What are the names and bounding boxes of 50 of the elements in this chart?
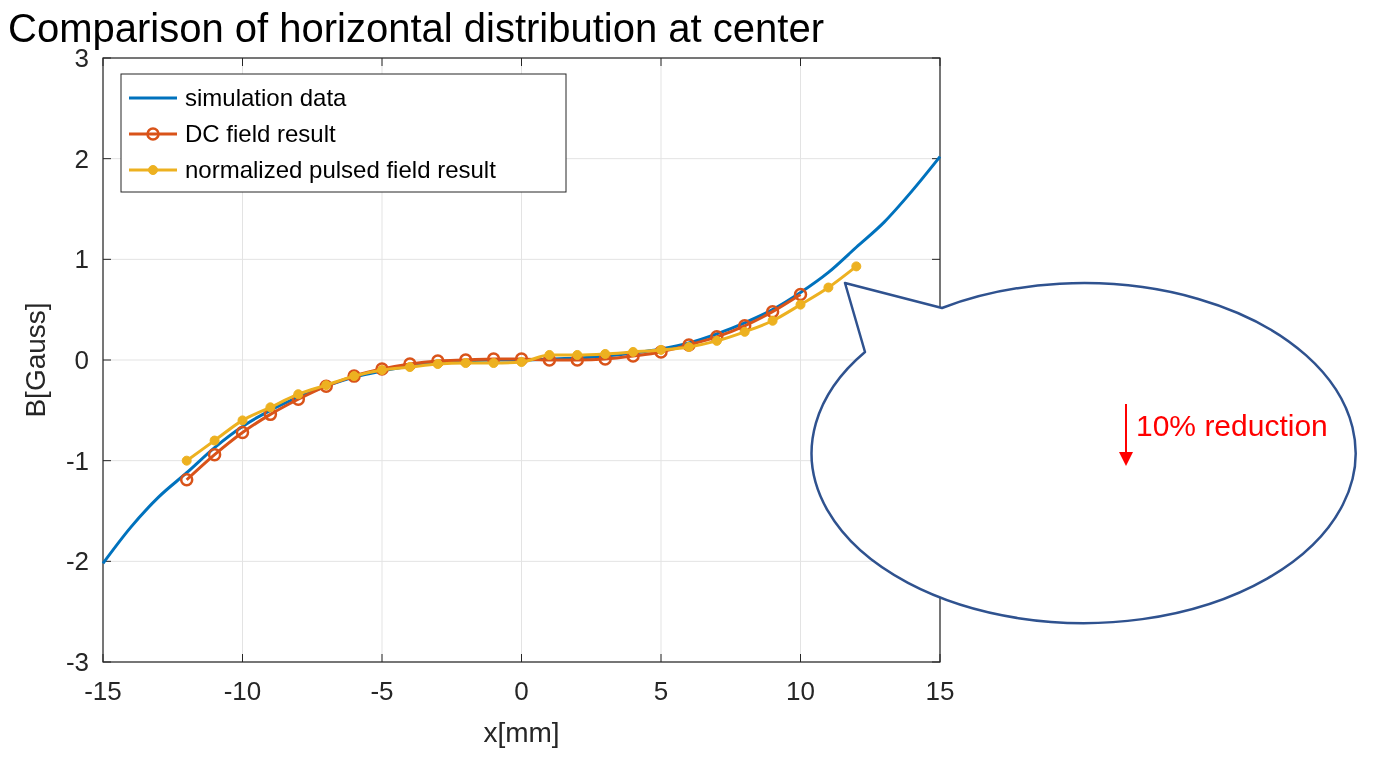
x-tick-label: 10 bbox=[786, 676, 815, 706]
point bbox=[516, 357, 527, 368]
point bbox=[291, 392, 306, 407]
point bbox=[432, 359, 443, 370]
point bbox=[293, 389, 304, 400]
point bbox=[656, 344, 666, 355]
y-tick-label: -2 bbox=[65, 546, 89, 577]
point bbox=[793, 287, 808, 302]
point bbox=[572, 349, 583, 360]
y-axis-title: B[Gauss] bbox=[20, 302, 51, 418]
point bbox=[263, 407, 278, 422]
point bbox=[600, 348, 611, 359]
x-tick-label: -10 bbox=[223, 676, 262, 706]
point bbox=[767, 315, 778, 326]
y-tick-label: 2 bbox=[74, 143, 89, 174]
point bbox=[404, 362, 415, 373]
x-axis-title: x[mm] bbox=[483, 717, 560, 748]
text: 10% reduction bbox=[1136, 409, 1328, 442]
point bbox=[207, 447, 222, 462]
point bbox=[710, 330, 724, 344]
x-tick-label: 5 bbox=[653, 676, 669, 706]
legend-label: normalized pulsed field result bbox=[185, 156, 497, 183]
point bbox=[739, 326, 750, 337]
point bbox=[179, 473, 194, 487]
y-tick-label: -3 bbox=[65, 647, 89, 677]
x-tick-label: -15 bbox=[84, 676, 122, 706]
x-tick-label: 0 bbox=[514, 676, 529, 706]
y-tick-label: 1 bbox=[74, 244, 89, 275]
point bbox=[265, 402, 276, 413]
point bbox=[544, 349, 555, 360]
point bbox=[851, 261, 862, 272]
legend-label: simulation data bbox=[185, 84, 348, 111]
legend-label: DC field result bbox=[185, 120, 337, 147]
point bbox=[823, 282, 834, 293]
point bbox=[460, 358, 471, 369]
point bbox=[181, 455, 192, 466]
point bbox=[711, 335, 722, 346]
point bbox=[235, 425, 250, 440]
point bbox=[654, 345, 668, 359]
point bbox=[765, 304, 780, 319]
point bbox=[209, 435, 220, 446]
point bbox=[737, 319, 752, 333]
x-tick-label: -5 bbox=[370, 676, 394, 706]
point bbox=[628, 346, 639, 357]
point bbox=[795, 299, 806, 310]
point bbox=[237, 415, 248, 426]
y-tick-label: 0 bbox=[74, 345, 89, 375]
x-tick-label: 15 bbox=[925, 676, 955, 706]
y-tick-label: -1 bbox=[65, 445, 89, 476]
point bbox=[488, 358, 499, 369]
